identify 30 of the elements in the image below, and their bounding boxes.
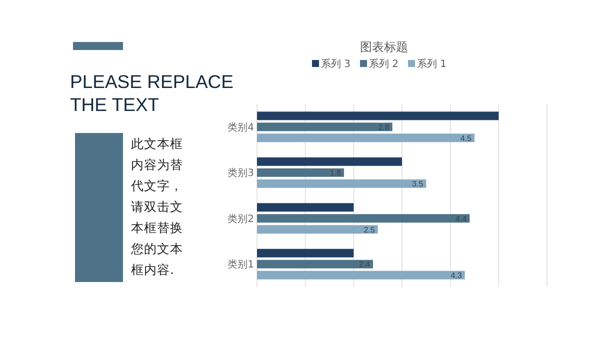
- y-tick-label: 类别2: [228, 212, 254, 225]
- bar: [257, 134, 474, 142]
- data-label: 1.8: [330, 168, 342, 178]
- data-label: 2.4: [358, 260, 371, 270]
- data-label: 2.5: [364, 225, 376, 234]
- bar: [257, 270, 465, 280]
- legend-label: 系列 1: [417, 58, 447, 70]
- y-tick-label: 类别3: [228, 167, 254, 180]
- bar: [257, 248, 354, 258]
- bar: [257, 225, 378, 234]
- bar: [257, 122, 392, 132]
- legend-label: 系列 3: [321, 58, 351, 70]
- bar: [257, 214, 470, 223]
- text: 此文本框内容为替代文字，请双击文本框替换您的文本框内容.: [131, 135, 184, 279]
- data-label: 3.5: [412, 180, 424, 189]
- bar: [257, 168, 344, 177]
- bar: [257, 112, 499, 120]
- data-label: 4.5: [460, 134, 472, 143]
- bar: [257, 260, 373, 268]
- text: PLEASE REPLACE THE TEXT: [70, 70, 234, 116]
- data-label: 4.4: [456, 214, 468, 224]
- bar: [257, 179, 426, 188]
- chart-title: 图表标题: [360, 40, 408, 54]
- y-tick-label: 类别1: [228, 258, 254, 271]
- bar: [257, 203, 354, 212]
- y-tick-label: 类别4: [228, 121, 254, 134]
- data-label: 4.3: [450, 271, 462, 280]
- data-label: 2.8: [378, 122, 390, 132]
- legend-label: 系列 2: [369, 58, 399, 70]
- bar: [257, 157, 402, 166]
